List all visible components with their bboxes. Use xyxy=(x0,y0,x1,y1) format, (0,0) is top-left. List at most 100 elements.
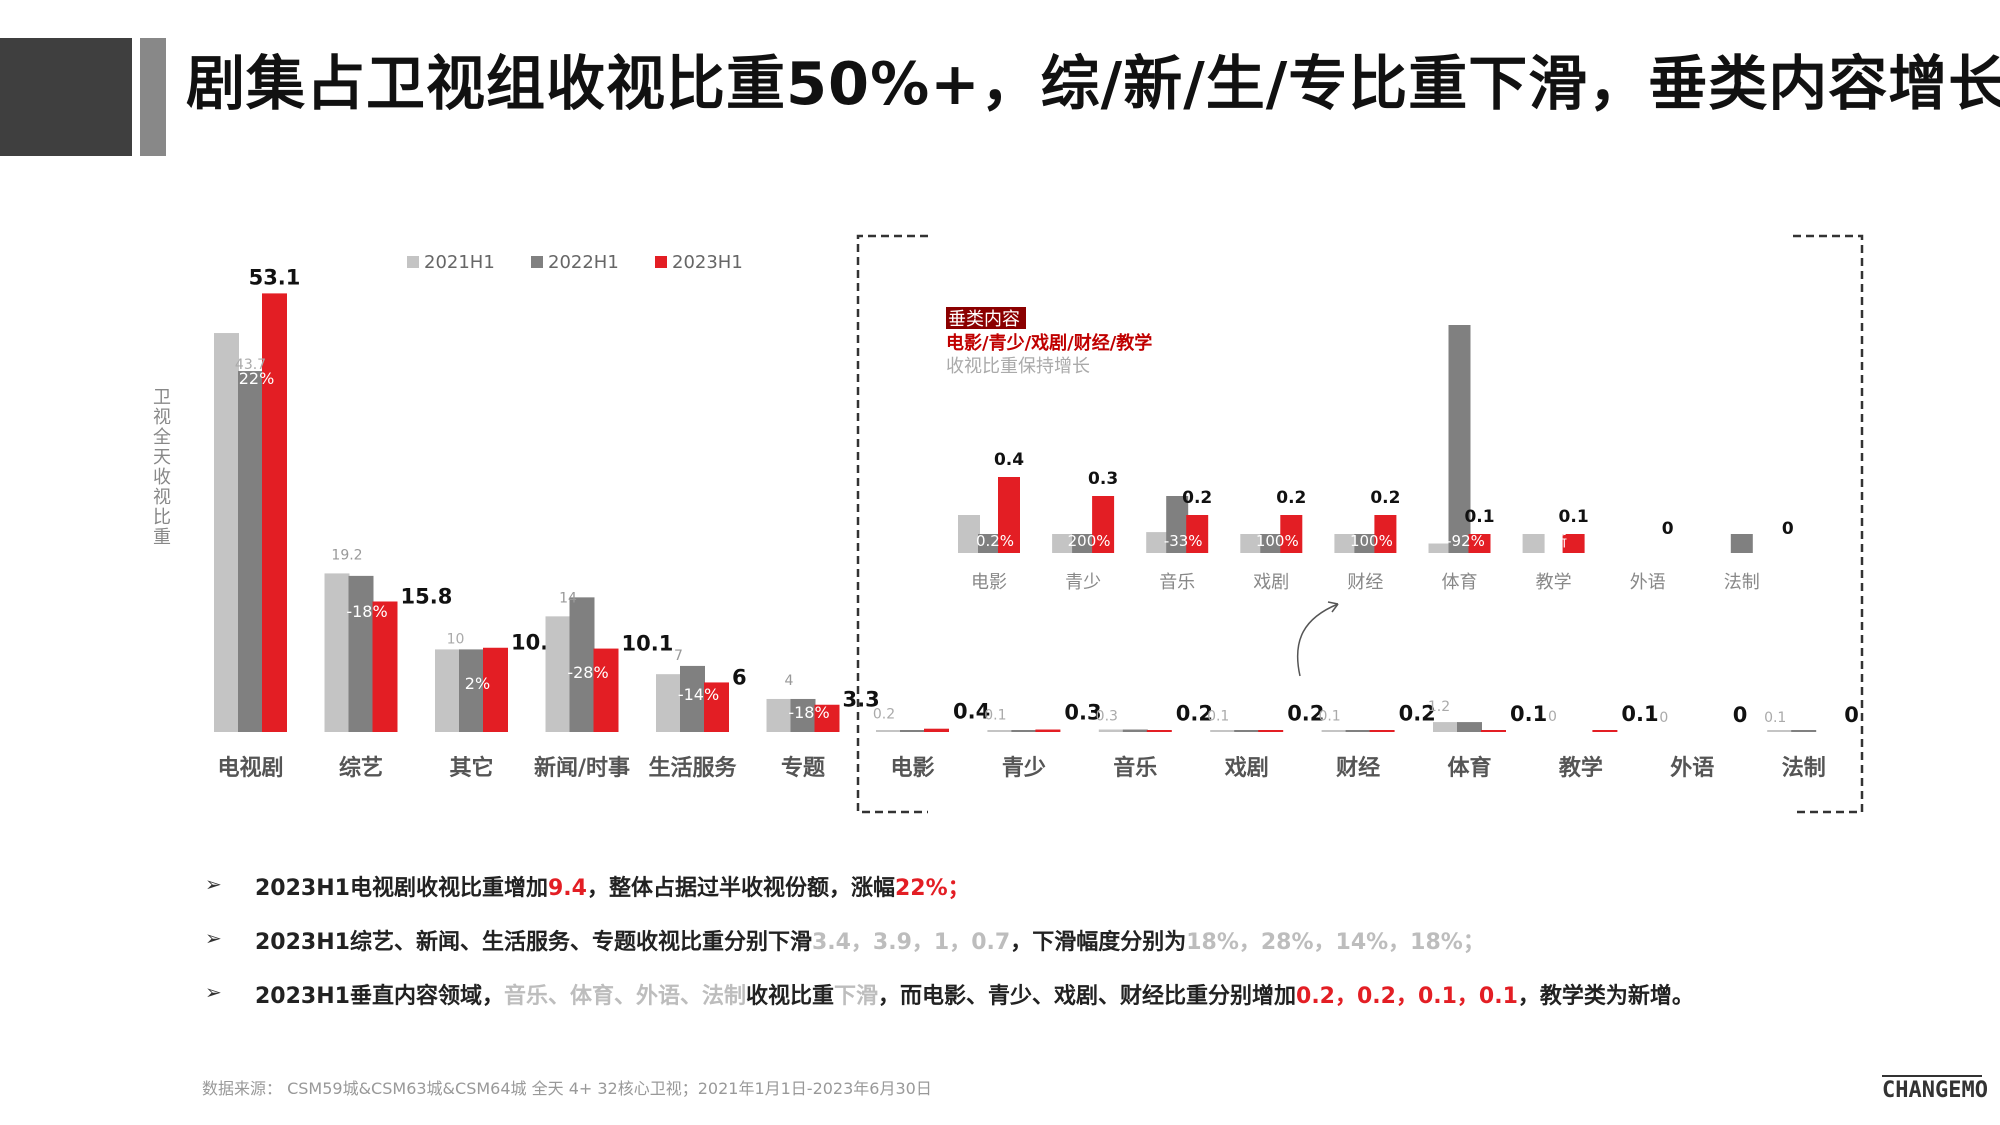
annotation-tag-bg xyxy=(946,307,1026,329)
bar-small-2023H1-5 xyxy=(1481,730,1506,732)
category-label: 青少 xyxy=(1002,756,1046,781)
value-label-2022: 43.7 xyxy=(235,357,266,373)
value-label-2023: 0.1 xyxy=(1621,702,1658,726)
value-label-2021: 19.2 xyxy=(331,547,362,563)
annotation-subtitle: 电影/青少/戏剧/财经/教学 xyxy=(946,332,1152,354)
bullet-item: ➢ 2023H1综艺、新闻、生活服务、专题收视比重分别下滑3.4，3.9，1，0.… xyxy=(205,920,1965,974)
value-label-2023: 0.4 xyxy=(953,700,990,724)
bar-small-2021H1-8 xyxy=(1767,730,1793,732)
bar-small-2021H1-1 xyxy=(987,730,1013,732)
bullet-list: ➢ 2023H1电视剧收视比重增加9.4，整体占据过半收视份额，涨幅22%； ➢ 20… xyxy=(205,866,1965,1028)
change-label: 200% xyxy=(1068,532,1111,550)
category-label: 其它 xyxy=(449,755,493,781)
value-label-2023: 0.1 xyxy=(1464,507,1494,527)
zoom-arrow-head xyxy=(1327,601,1339,613)
bar-zoom-2023H1-5 xyxy=(1468,534,1491,553)
category-label: 电视剧 xyxy=(217,755,283,781)
value-label-2021: 0.2 xyxy=(873,707,895,723)
bullet-segment: 18%，28%，14%，18%； xyxy=(1186,930,1485,955)
bar-2022H1-5 xyxy=(790,698,816,732)
bar-2023H1-2 xyxy=(483,647,508,732)
bullet-segment: 收视比重 xyxy=(745,984,834,1009)
y-axis-label-char: 全 xyxy=(153,427,171,448)
bar-2021H1-1 xyxy=(324,573,350,732)
y-axis-label-char: 天 xyxy=(153,447,171,468)
value-label-2023: 10.1 xyxy=(622,632,674,656)
bullet-segment: ，下滑幅度分别为 xyxy=(1010,930,1187,955)
bar-zoom-2023H1-0 xyxy=(998,477,1020,553)
category-label: 法制 xyxy=(1724,572,1760,593)
bullet-segment: 下滑 xyxy=(833,984,878,1009)
bar-zoom-2022H1-3 xyxy=(1260,534,1283,553)
bullet-segment: 2023H1垂直内容领域， xyxy=(255,984,504,1009)
bullet-segment: ，整体占据过半收视份额，涨幅 xyxy=(586,876,895,901)
y-axis-label-char: 视 xyxy=(153,487,171,508)
y-axis-label-char: 视 xyxy=(153,407,171,428)
category-label: 电影 xyxy=(971,572,1007,593)
value-label-2021: 10 xyxy=(447,631,465,647)
value-label-2023: 53.1 xyxy=(249,265,301,289)
legend-swatch-2023H1 xyxy=(655,256,667,268)
header-dark-block xyxy=(0,38,132,156)
annotation-tag: 垂类内容 xyxy=(948,309,1020,330)
y-axis-label-char: 重 xyxy=(153,527,171,548)
change-label: 100% xyxy=(1350,532,1393,550)
value-label-2021: 0 xyxy=(1548,709,1557,725)
bullet-segment: 9.4 xyxy=(547,876,587,901)
bar-zoom-2023H1-3 xyxy=(1280,515,1303,553)
category-label: 戏剧 xyxy=(1253,572,1289,593)
value-label-2023: 0.2 xyxy=(1182,488,1212,508)
category-label: 法制 xyxy=(1782,756,1826,781)
bullet-segment: 0.2，0.2，0.1，0.1 xyxy=(1296,984,1518,1009)
bullet-text: 2023H1垂直内容领域，音乐、体育、外语、法制收视比重下滑，而电影、青少、戏剧… xyxy=(255,978,1694,1010)
bullet-item: ➢ 2023H1电视剧收视比重增加9.4，整体占据过半收视份额，涨幅22%； xyxy=(205,866,1965,920)
bar-2022H1-1 xyxy=(348,575,374,732)
bar-small-2023H1-2 xyxy=(1146,730,1172,732)
bar-2022H1-3 xyxy=(569,597,595,732)
bar-zoom-2022H1-5 xyxy=(1448,325,1471,553)
category-label: 外语 xyxy=(1670,755,1714,781)
change-label: 新 xyxy=(1552,532,1567,550)
category-label: 生活服务 xyxy=(648,756,737,781)
bullet-arrow-icon: ➢ xyxy=(205,872,222,896)
bar-2023H1-3 xyxy=(593,648,619,732)
value-label-2023: 0.3 xyxy=(1064,701,1101,725)
header-gray-bar xyxy=(140,38,166,156)
bar-zoom-2021H1-2 xyxy=(1146,532,1169,553)
bar-zoom-2023H1-4 xyxy=(1374,515,1397,553)
bar-small-2022H1-0 xyxy=(900,730,925,732)
value-label-2023: 0 xyxy=(1733,703,1748,727)
page-title: 剧集占卫视组收视比重50%+，综/新/生/专比重下滑，垂类内容增长 xyxy=(186,49,2000,118)
change-label: -18% xyxy=(788,703,829,722)
value-label-2021: 14 xyxy=(559,590,577,606)
bar-zoom-2023H1-6 xyxy=(1562,534,1585,553)
category-label: 体育 xyxy=(1447,755,1491,781)
bullet-segment: ，而电影、青少、戏剧、财经比重分别增加 xyxy=(878,984,1297,1009)
y-axis-label-char: 比 xyxy=(153,507,171,528)
bar-small-2022H1-1 xyxy=(1011,730,1037,732)
bar-2023H1-4 xyxy=(704,682,729,732)
value-label-2023: 0.1 xyxy=(1559,507,1589,527)
legend-label: 2022H1 xyxy=(548,252,619,273)
y-axis-label-char: 收 xyxy=(153,467,171,488)
bar-zoom-2021H1-5 xyxy=(1428,543,1451,553)
value-label-2023: 0 xyxy=(1844,703,1859,727)
change-label: 22% xyxy=(239,369,275,388)
value-label-2021: 7 xyxy=(674,648,683,664)
bullet-segment: 音乐、体育、外语、法制 xyxy=(503,984,746,1009)
value-label-2021: 0.1 xyxy=(1207,708,1229,724)
bar-2021H1-0 xyxy=(214,333,239,732)
bracket-left xyxy=(856,234,928,814)
value-label-2023: 15.8 xyxy=(401,584,453,608)
bar-small-2023H1-1 xyxy=(1035,729,1061,732)
bar-zoom-2023H1-2 xyxy=(1186,515,1209,553)
value-label-2023: 0.2 xyxy=(1370,488,1400,508)
value-label-2023: 0.1 xyxy=(1510,702,1547,726)
bullet-arrow-icon: ➢ xyxy=(205,926,222,950)
zoom-arrow xyxy=(1296,603,1339,677)
bar-zoom-2021H1-4 xyxy=(1334,534,1357,553)
bullet-text: 2023H1电视剧收视比重增加9.4，整体占据过半收视份额，涨幅22%； xyxy=(255,870,970,902)
category-label: 综艺 xyxy=(339,755,383,781)
brand-logo: CHANGEMO xyxy=(1882,1075,1988,1107)
bar-small-2021H1-3 xyxy=(1210,730,1236,732)
